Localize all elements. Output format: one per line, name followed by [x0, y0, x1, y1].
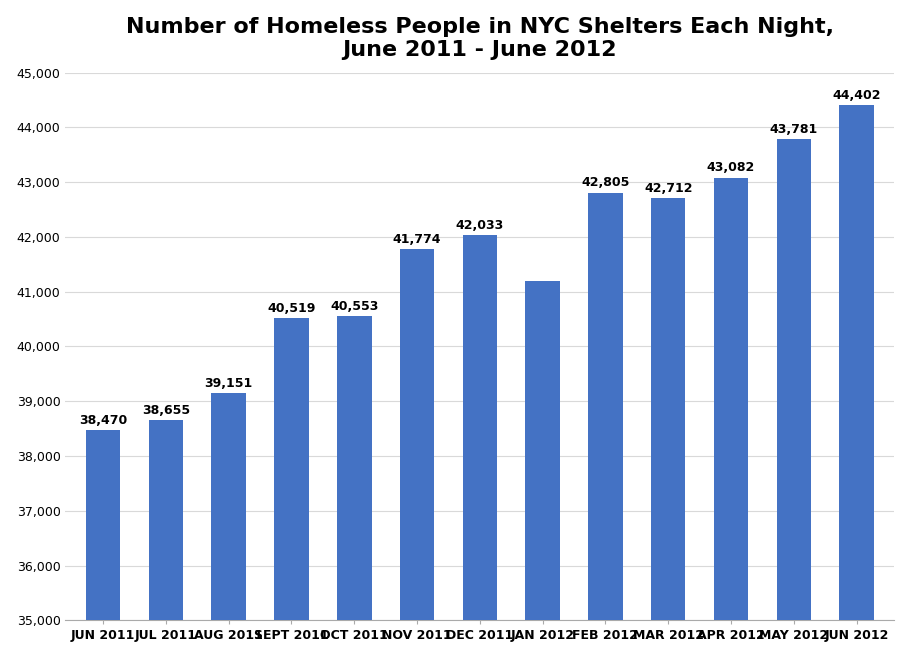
Bar — [589, 193, 623, 659]
Text: 40,553: 40,553 — [330, 300, 378, 313]
Text: 44,402: 44,402 — [833, 89, 881, 102]
Bar — [211, 393, 246, 659]
Title: Number of Homeless People in NYC Shelters Each Night,
June 2011 - June 2012: Number of Homeless People in NYC Shelter… — [126, 16, 834, 60]
Text: 43,781: 43,781 — [770, 123, 818, 136]
Bar — [400, 249, 435, 659]
Bar — [274, 318, 309, 659]
Bar — [713, 177, 748, 659]
Bar — [651, 198, 685, 659]
Text: 42,712: 42,712 — [644, 182, 692, 194]
Text: 42,805: 42,805 — [581, 177, 630, 190]
Text: 42,033: 42,033 — [456, 219, 504, 232]
Text: 41,774: 41,774 — [393, 233, 441, 246]
Text: 40,519: 40,519 — [267, 302, 315, 315]
Text: 43,082: 43,082 — [707, 161, 755, 175]
Bar — [463, 235, 497, 659]
Text: 38,470: 38,470 — [79, 414, 128, 427]
Bar — [337, 316, 372, 659]
Bar — [776, 139, 811, 659]
Bar — [526, 281, 560, 659]
Bar — [839, 105, 874, 659]
Text: 39,151: 39,151 — [205, 377, 252, 389]
Bar — [148, 420, 183, 659]
Bar — [86, 430, 120, 659]
Text: 38,655: 38,655 — [142, 404, 189, 416]
